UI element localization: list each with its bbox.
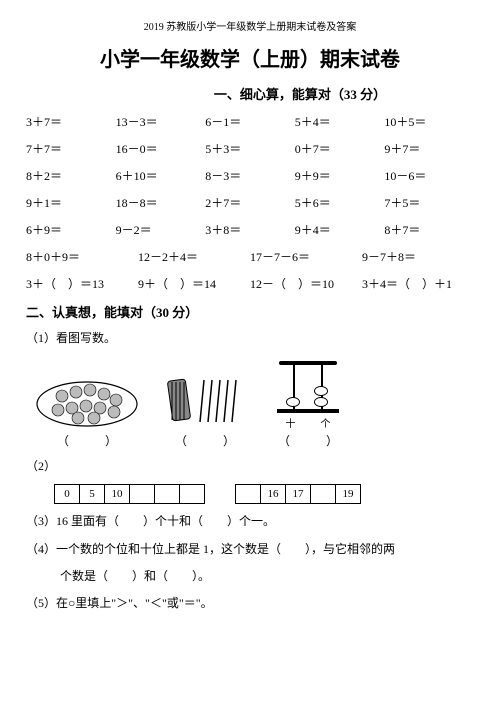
cell <box>235 484 261 504</box>
fill-cells-row: 0 5 10 16 17 19 <box>54 484 474 504</box>
question-4-line1: （4）一个数的个位和十位上都是 1，这个数是（ ），与它相邻的两 <box>26 540 474 559</box>
cell <box>154 484 180 504</box>
expr: 9＋1＝ <box>26 194 116 211</box>
expr: 9＋7＝ <box>384 140 474 157</box>
expr: 2＋7＝ <box>205 194 295 211</box>
expr: 6＋9＝ <box>26 221 116 238</box>
expr: 9＋4＝ <box>295 221 385 238</box>
expr: 8＋7＝ <box>384 221 474 238</box>
cell: 0 <box>54 484 80 504</box>
section-1-title: 一、细心算，能算对（33 分） <box>26 84 474 103</box>
blank-paren: （ ） <box>160 432 250 449</box>
expr: 9－7＋8＝ <box>362 248 474 265</box>
section-2-title: 二、认真想，能填对（30 分） <box>26 302 474 321</box>
cell: 19 <box>335 484 361 504</box>
question-4-line2: 个数是（ ）和（ ）。 <box>26 567 474 586</box>
blank-paren: （ ） <box>268 432 348 449</box>
calc-grid-4col: 8＋0＋9＝ 12－2＋4＝ 17－7－6＝ 9－7＋8＝ 3＋（ ）＝13 9… <box>26 248 474 292</box>
expr: 12－（ ）＝10 <box>250 275 362 292</box>
expr: 18－8＝ <box>116 194 206 211</box>
expr: 3＋（ ）＝13 <box>26 275 138 292</box>
question-1: （1）看图写数。 <box>26 329 474 348</box>
expr: 6＋10＝ <box>116 167 206 184</box>
cell: 5 <box>79 484 105 504</box>
expr: 10－6＝ <box>384 167 474 184</box>
expr: 8－3＝ <box>205 167 295 184</box>
expr: 7＋7＝ <box>26 140 116 157</box>
picture-peaches: （ ） <box>32 368 142 449</box>
expr: 17－7－6＝ <box>250 248 362 265</box>
cells-group-a: 0 5 10 <box>54 484 205 504</box>
picture-sticks: （ ） <box>160 368 250 449</box>
cell <box>179 484 205 504</box>
page-title: 小学一年级数学（上册）期末试卷 <box>26 43 474 72</box>
expr: 5＋4＝ <box>295 113 385 130</box>
sticks-icon <box>160 370 250 426</box>
expr: 9＋（ ）＝14 <box>138 275 250 292</box>
expr: 3＋4＝（ ）＋1 <box>362 275 474 292</box>
calc-grid-5col: 3＋7＝ 13－3＝ 6－1＝ 5＋4＝ 10＋5＝ 7＋7＝ 16－0＝ 5＋… <box>26 113 474 238</box>
question-3: （3）16 里面有（ ）个十和（ ）个一。 <box>26 512 474 531</box>
expr: 8＋2＝ <box>26 167 116 184</box>
expr: 0＋7＝ <box>295 140 385 157</box>
expr: 3＋8＝ <box>205 221 295 238</box>
expr: 13－3＝ <box>116 113 206 130</box>
expr: 10＋5＝ <box>384 113 474 130</box>
expr: 8＋0＋9＝ <box>26 248 138 265</box>
cell <box>310 484 336 504</box>
expr: 9－2＝ <box>116 221 206 238</box>
expr: 5＋6＝ <box>295 194 385 211</box>
abacus-icon: 十 个 <box>273 357 343 427</box>
cell: 10 <box>104 484 130 504</box>
cell: 17 <box>285 484 311 504</box>
abacus-label-ones: 个 <box>321 415 331 430</box>
question-2: （2） <box>26 457 474 476</box>
expr: 12－2＋4＝ <box>138 248 250 265</box>
question-5: （5）在○里填上"＞"、"＜"或"＝"。 <box>26 594 474 613</box>
expr: 9＋9＝ <box>295 167 385 184</box>
expr: 7＋5＝ <box>384 194 474 211</box>
abacus-label-tens: 十 <box>286 415 296 430</box>
peaches-icon <box>32 368 142 428</box>
picture-row: （ ） （ ） <box>32 356 474 449</box>
cells-group-b: 16 17 19 <box>235 484 361 504</box>
page-header: 2019 苏教版小学一年级数学上册期末试卷及答案 <box>26 18 474 33</box>
blank-paren: （ ） <box>32 432 142 449</box>
expr: 16－0＝ <box>116 140 206 157</box>
cell: 16 <box>260 484 286 504</box>
expr: 6－1＝ <box>205 113 295 130</box>
expr: 5＋3＝ <box>205 140 295 157</box>
expr: 3＋7＝ <box>26 113 116 130</box>
cell <box>129 484 155 504</box>
picture-abacus: 十 个 （ ） <box>268 356 348 449</box>
